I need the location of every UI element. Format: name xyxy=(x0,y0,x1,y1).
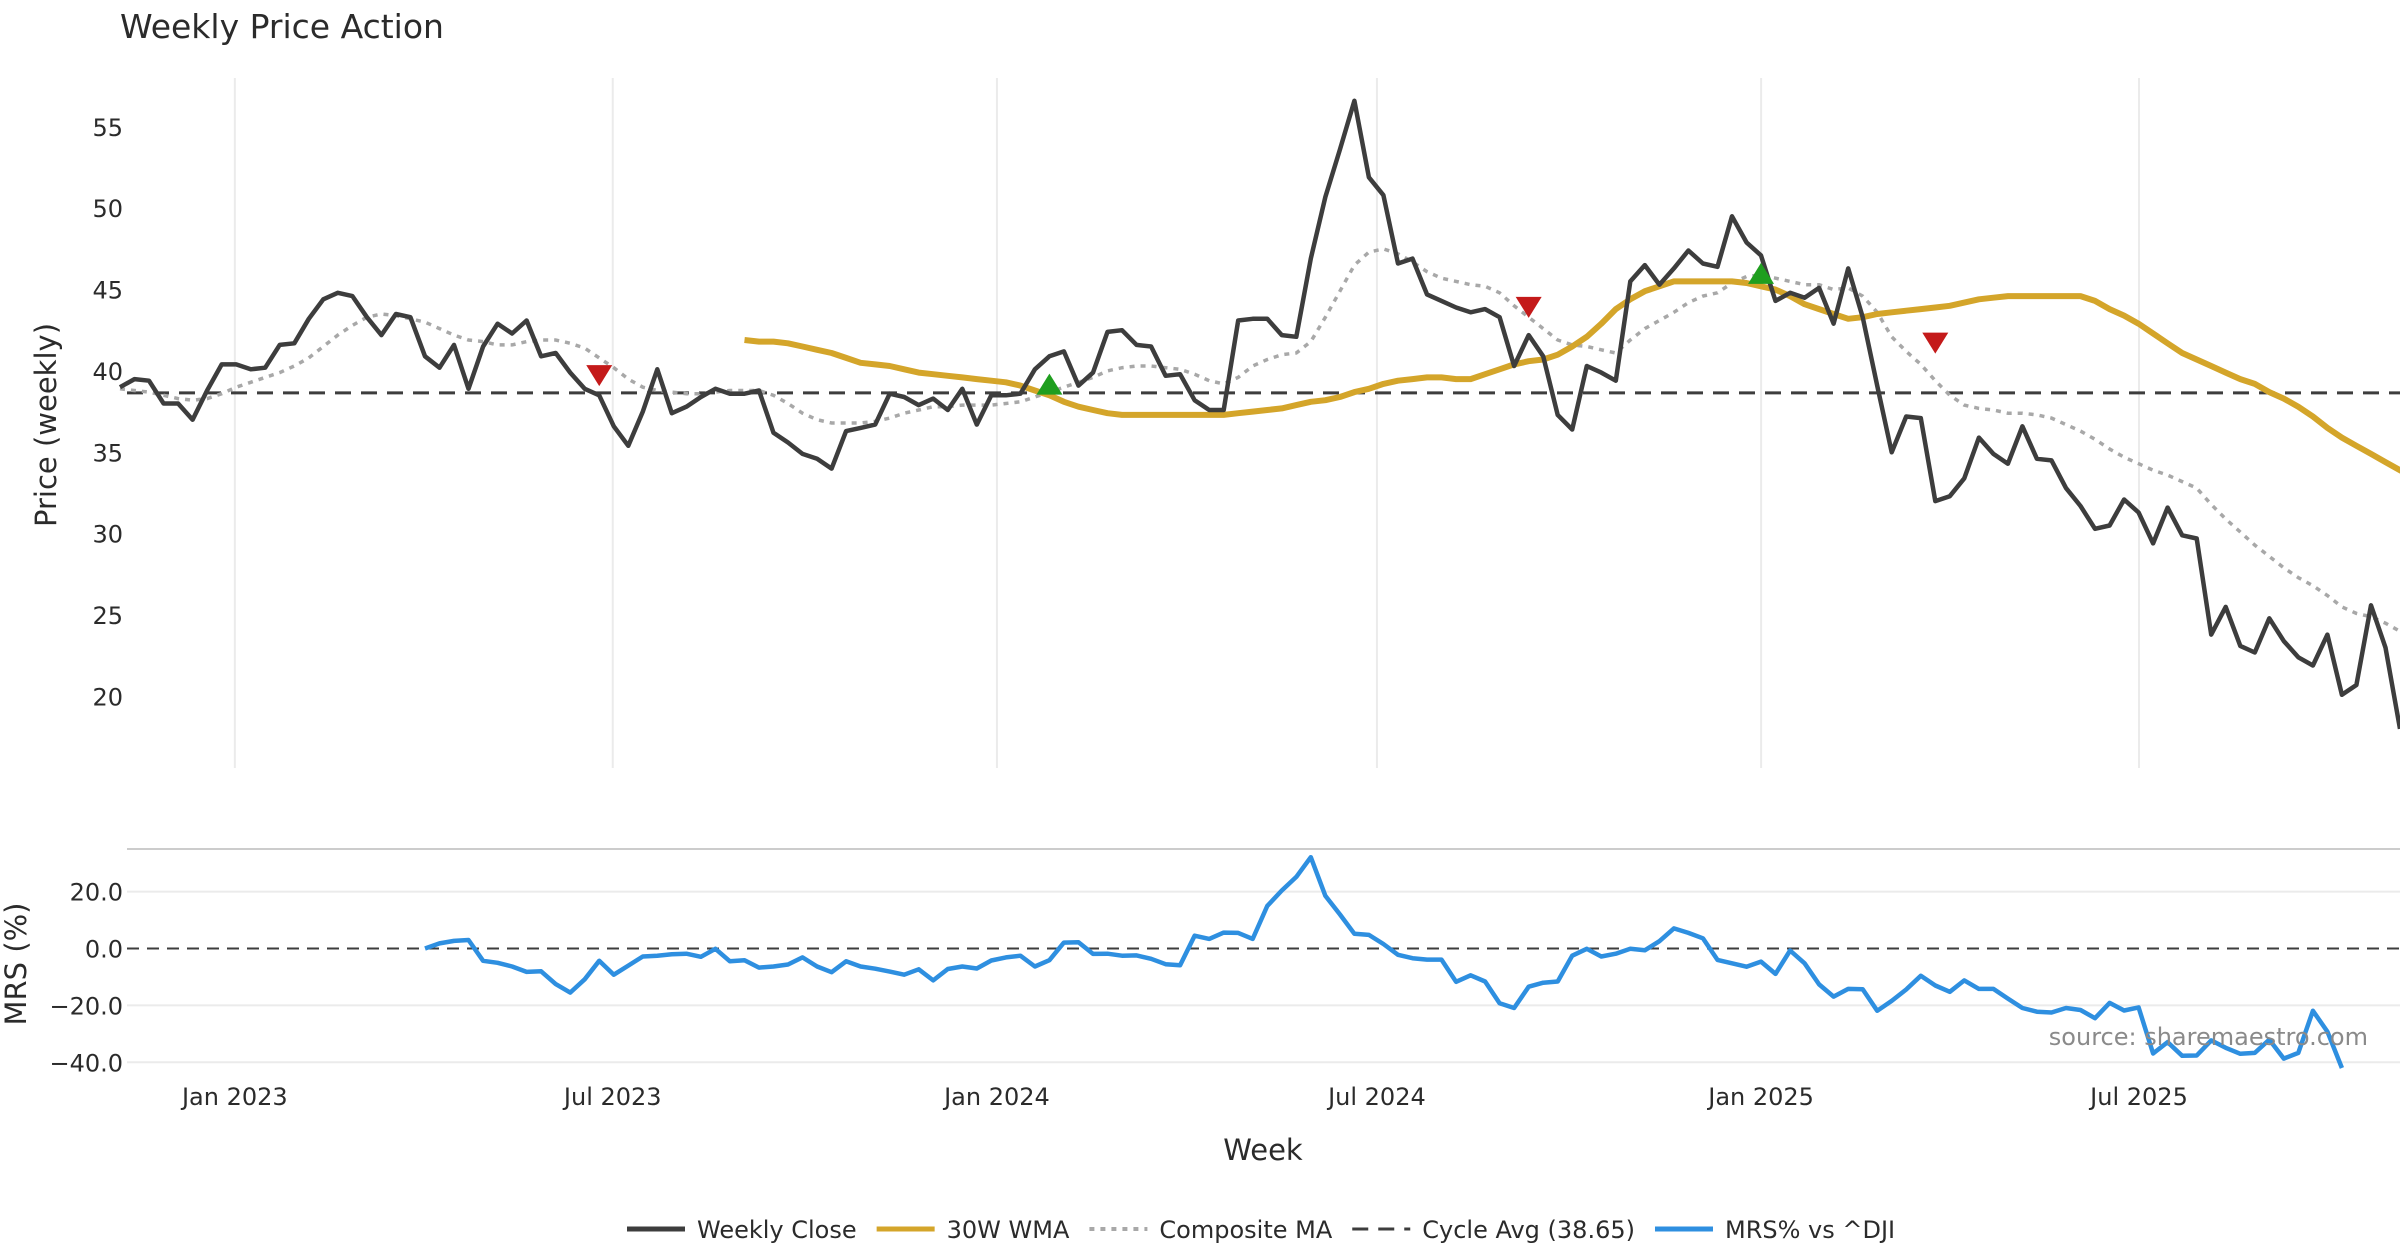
price-y-tick-35: 35 xyxy=(92,439,123,467)
sell-signal-marker-4 xyxy=(1922,332,1949,354)
price-y-ticks: 20 25 30 35 40 45 50 55 xyxy=(92,114,123,712)
mrs-y-ticks: 20.0 0.0 −20.0 −40.0 xyxy=(49,879,123,1078)
legend-label-0: Weekly Close xyxy=(697,1216,857,1244)
price-gridlines xyxy=(233,78,2141,768)
x-axis-ticks: Jan 2023 Jul 2023 Jan 2024 Jul 2024 Jan 2025… xyxy=(180,1083,2188,1111)
mrs-y-tick-20: 20.0 xyxy=(70,879,123,907)
x-tick-jan-2023: Jan 2023 xyxy=(180,1083,288,1111)
legend-label-4: MRS% vs ^DJI xyxy=(1725,1216,1895,1244)
wma-30w-line xyxy=(744,278,2400,474)
mrs-y-tick-0: 0.0 xyxy=(85,936,123,964)
x-tick-jul-2025: Jul 2025 xyxy=(2088,1083,2188,1111)
price-y-tick-25: 25 xyxy=(92,602,123,630)
sell-signal-marker-0 xyxy=(586,365,613,387)
price-y-tick-45: 45 xyxy=(92,277,123,305)
legend-label-3: Cycle Avg (38.65) xyxy=(1422,1216,1635,1244)
composite-ma-line xyxy=(119,247,2400,633)
price-y-tick-30: 30 xyxy=(92,521,123,549)
legend-label-1: 30W WMA xyxy=(947,1216,1070,1244)
signal-markers xyxy=(586,262,1949,395)
price-y-tick-40: 40 xyxy=(92,358,123,386)
buy-signal-marker-1 xyxy=(1036,373,1063,395)
price-y-label: Price (weekly) xyxy=(29,323,63,527)
chart-title: Weekly Price Action xyxy=(120,7,444,46)
sell-signal-marker-2 xyxy=(1515,296,1542,318)
x-tick-jan-2025: Jan 2025 xyxy=(1706,1083,1814,1111)
x-tick-jan-2024: Jan 2024 xyxy=(942,1083,1050,1111)
price-y-tick-20: 20 xyxy=(92,683,123,711)
price-y-tick-50: 50 xyxy=(92,195,123,223)
x-tick-jul-2024: Jul 2024 xyxy=(1326,1083,1426,1111)
x-axis-label: Week xyxy=(1223,1133,1303,1167)
mrs-y-label: MRS (%) xyxy=(0,903,33,1026)
x-tick-jul-2023: Jul 2023 xyxy=(562,1083,662,1111)
legend-label-2: Composite MA xyxy=(1159,1216,1332,1244)
legend: Weekly Close 30W WMA Composite MA Cycle Avg… xyxy=(627,1216,1895,1244)
mrs-y-tick--20: −20.0 xyxy=(49,992,123,1020)
mrs-y-tick--40: −40.0 xyxy=(49,1049,123,1077)
weekly-close-line xyxy=(118,98,2400,730)
buy-signal-marker-3 xyxy=(1748,262,1775,284)
source-credit: source: sharemaestro.com xyxy=(2049,1023,2368,1051)
mrs-line xyxy=(424,854,2344,1069)
price-y-tick-55: 55 xyxy=(92,114,123,142)
